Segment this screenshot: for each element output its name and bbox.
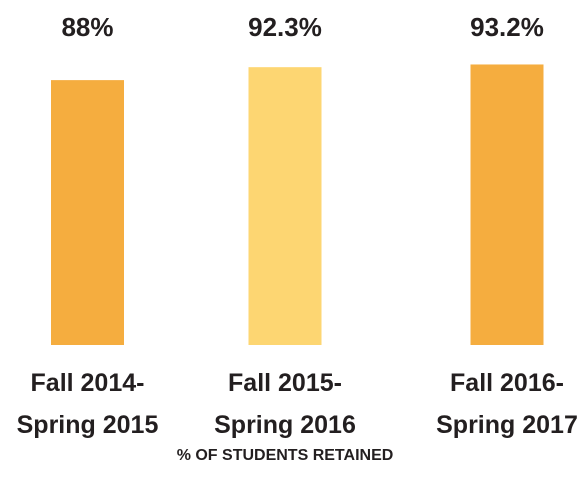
- value-label: 93.2%: [470, 12, 544, 42]
- x-tick-label: Fall 2015-Spring 2016: [214, 369, 356, 439]
- x-axis-title: % OF STUDENTS RETAINED: [177, 447, 394, 464]
- value-label: 92.3%: [248, 12, 322, 42]
- bar: [248, 67, 322, 345]
- x-tick-label: Fall 2014-Spring 2015: [17, 369, 159, 439]
- bar: [51, 80, 124, 346]
- bar: [470, 64, 544, 345]
- value-label: 88%: [61, 12, 113, 42]
- x-tick-label: Fall 2016-Spring 2017: [436, 369, 578, 439]
